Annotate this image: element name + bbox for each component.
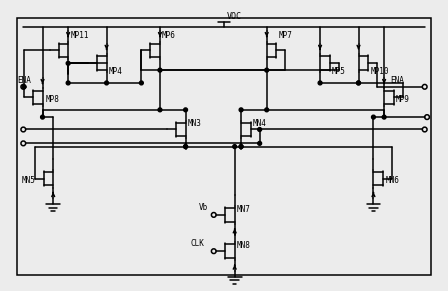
Circle shape [22, 85, 26, 89]
Circle shape [41, 115, 44, 119]
Circle shape [239, 108, 243, 112]
Text: MN7: MN7 [237, 205, 251, 214]
Circle shape [265, 108, 269, 112]
Text: MP7: MP7 [279, 31, 292, 40]
Circle shape [158, 108, 162, 112]
Circle shape [371, 115, 375, 119]
Circle shape [239, 145, 243, 148]
Circle shape [184, 145, 188, 148]
Text: ENA: ENA [17, 76, 31, 85]
Text: MP10: MP10 [370, 67, 389, 75]
Text: MN6: MN6 [385, 176, 399, 185]
Circle shape [184, 145, 188, 148]
Text: MP5: MP5 [332, 67, 346, 75]
Circle shape [357, 81, 361, 85]
Text: MN4: MN4 [253, 119, 267, 128]
Text: MP9: MP9 [396, 95, 410, 104]
Circle shape [258, 141, 262, 145]
Circle shape [233, 145, 237, 148]
Circle shape [158, 68, 162, 72]
Text: MP6: MP6 [162, 31, 176, 40]
Circle shape [265, 68, 269, 72]
Circle shape [66, 61, 70, 65]
Circle shape [184, 108, 188, 112]
Circle shape [105, 81, 108, 85]
Circle shape [239, 145, 243, 148]
Text: VOC: VOC [227, 12, 242, 21]
Circle shape [382, 115, 386, 119]
Circle shape [318, 81, 322, 85]
Circle shape [66, 81, 70, 85]
Text: MN3: MN3 [188, 119, 202, 128]
Text: MP11: MP11 [70, 31, 89, 40]
Text: MP4: MP4 [109, 67, 123, 75]
Text: ENA: ENA [391, 76, 405, 85]
Text: MN8: MN8 [237, 241, 251, 250]
Bar [17, 18, 431, 275]
Text: MN5: MN5 [21, 176, 35, 185]
Text: MP8: MP8 [46, 95, 60, 104]
Text: Vb: Vb [199, 203, 208, 212]
Circle shape [357, 81, 361, 85]
Circle shape [139, 81, 143, 85]
Circle shape [258, 127, 262, 132]
Text: CLK: CLK [190, 239, 204, 248]
